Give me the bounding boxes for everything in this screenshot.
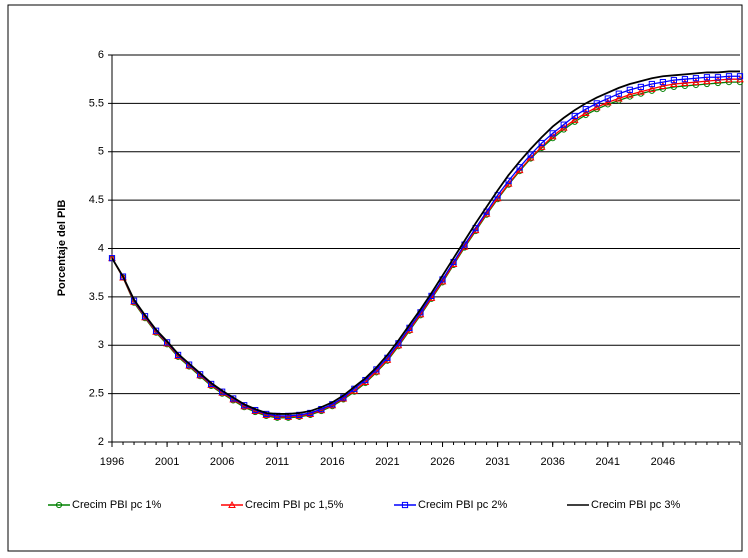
marker bbox=[625, 90, 634, 98]
marker bbox=[692, 75, 700, 82]
y-tick-label: 5.5 bbox=[89, 97, 104, 109]
x-tick-label: 2016 bbox=[320, 456, 344, 468]
legend-marker bbox=[401, 501, 409, 509]
y-tick-label: 3.5 bbox=[89, 291, 104, 303]
x-tick-label: 2041 bbox=[596, 456, 620, 468]
marker bbox=[175, 351, 182, 359]
marker bbox=[108, 255, 116, 262]
marker bbox=[549, 130, 556, 137]
marker bbox=[604, 95, 611, 102]
legend-marker bbox=[55, 501, 63, 509]
marker bbox=[736, 73, 744, 80]
marker bbox=[538, 139, 545, 147]
marker bbox=[527, 151, 534, 158]
x-tick-label: 2031 bbox=[485, 456, 509, 468]
marker bbox=[571, 112, 578, 120]
marker bbox=[119, 273, 127, 280]
y-tick-label: 3 bbox=[98, 339, 104, 351]
marker bbox=[603, 98, 612, 106]
marker bbox=[186, 361, 193, 368]
legend-label: Crecim PBI pc 1,5% bbox=[245, 499, 344, 511]
y-tick-label: 2.5 bbox=[89, 388, 104, 400]
y-tick-label: 4 bbox=[98, 242, 104, 254]
legend-label: Crecim PBI pc 3% bbox=[591, 499, 680, 511]
x-tick-label: 2046 bbox=[651, 456, 675, 468]
marker bbox=[516, 164, 523, 171]
marker bbox=[593, 100, 600, 107]
marker bbox=[197, 371, 204, 378]
marker bbox=[582, 106, 589, 113]
legend-label: Crecim PBI pc 1% bbox=[72, 499, 161, 511]
x-tick-label: 1996 bbox=[100, 456, 124, 468]
x-tick-label: 2026 bbox=[430, 456, 454, 468]
y-tick-label: 5 bbox=[98, 146, 104, 158]
x-tick-label: 2001 bbox=[155, 456, 179, 468]
y-tick-label: 6 bbox=[98, 49, 104, 61]
y-tick-label: 2 bbox=[98, 436, 104, 448]
y-tick-label: 4.5 bbox=[89, 194, 104, 206]
marker bbox=[703, 77, 711, 85]
x-tick-label: 2021 bbox=[375, 456, 399, 468]
marker bbox=[681, 79, 689, 87]
marker bbox=[614, 94, 623, 102]
marker bbox=[592, 103, 601, 111]
marker bbox=[615, 90, 622, 97]
marker bbox=[505, 177, 512, 184]
marker bbox=[560, 121, 567, 128]
marker bbox=[284, 412, 293, 420]
marker bbox=[570, 115, 579, 123]
marker bbox=[141, 313, 149, 320]
marker bbox=[692, 78, 700, 86]
marker bbox=[637, 83, 644, 91]
marker bbox=[670, 77, 677, 84]
x-tick-label: 2036 bbox=[540, 456, 564, 468]
marker bbox=[119, 273, 127, 281]
marker bbox=[703, 74, 711, 81]
marker bbox=[626, 86, 633, 93]
legend-marker bbox=[228, 500, 236, 508]
series-line bbox=[111, 78, 740, 418]
marker bbox=[152, 327, 160, 334]
x-tick-label: 2006 bbox=[210, 456, 234, 468]
marker bbox=[163, 339, 171, 346]
marker bbox=[714, 74, 722, 81]
series-line bbox=[111, 70, 740, 415]
marker bbox=[648, 80, 655, 88]
marker bbox=[636, 87, 645, 95]
y-axis-label: Porcentaje del PIB bbox=[56, 200, 68, 297]
marker bbox=[659, 81, 667, 89]
marker bbox=[659, 78, 666, 86]
legend-label: Crecim PBI pc 2% bbox=[418, 499, 507, 511]
x-tick-label: 2011 bbox=[265, 456, 289, 468]
marker bbox=[273, 412, 282, 420]
marker bbox=[681, 76, 689, 83]
marker bbox=[581, 109, 590, 117]
marker bbox=[725, 73, 733, 80]
marker bbox=[648, 84, 656, 92]
marker bbox=[670, 79, 678, 88]
marker bbox=[537, 142, 546, 150]
